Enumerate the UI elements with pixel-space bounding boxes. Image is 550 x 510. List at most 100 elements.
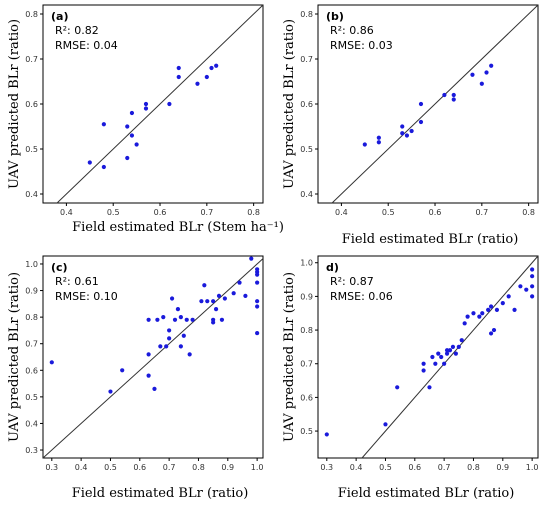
data-point — [524, 287, 529, 292]
data-point — [187, 352, 192, 357]
y-tick-label: 0.8 — [25, 10, 38, 19]
data-point — [494, 307, 500, 312]
x-tick-label: 0.7 — [200, 208, 213, 217]
data-point — [512, 307, 517, 312]
data-point — [146, 373, 151, 378]
data-point — [101, 122, 106, 127]
data-point — [125, 155, 130, 161]
rmse-label: RMSE: 0.10 — [55, 290, 118, 303]
x-tick-label: 0.6 — [429, 208, 442, 217]
data-point — [465, 314, 470, 319]
data-point — [459, 338, 464, 343]
y-tick-label: 0.9 — [300, 292, 313, 301]
data-point — [484, 70, 489, 75]
data-point — [518, 284, 523, 289]
data-point — [184, 317, 189, 322]
y-tick-label: 0.8 — [25, 313, 38, 322]
data-point — [430, 354, 435, 360]
data-point — [530, 284, 535, 289]
data-point — [451, 92, 456, 98]
data-point — [255, 304, 260, 309]
plot-frame — [317, 4, 539, 204]
data-point — [442, 361, 447, 366]
data-point — [129, 133, 135, 138]
data-point — [400, 124, 405, 129]
x-tick-label: 0.8 — [467, 463, 480, 472]
y-tick-label: 0.9 — [25, 287, 38, 296]
data-point — [421, 368, 426, 373]
x-tick-label: 0.9 — [496, 463, 509, 472]
data-point — [450, 344, 456, 349]
y-tick-label: 0.6 — [25, 100, 38, 109]
y-tick-label: 1.0 — [300, 259, 313, 268]
data-point — [409, 128, 414, 134]
data-point — [146, 317, 151, 322]
data-point — [222, 296, 227, 301]
data-point — [489, 63, 494, 68]
data-point — [427, 385, 432, 390]
data-point — [433, 361, 438, 366]
data-point — [216, 293, 222, 298]
data-point — [202, 283, 207, 288]
data-point — [172, 317, 178, 322]
y-tick-label: 0.5 — [300, 427, 313, 436]
data-point — [447, 348, 453, 353]
data-point — [479, 81, 484, 86]
r-squared-label: R²: 0.82 — [55, 24, 99, 37]
r-squared-label: R²: 0.87 — [330, 275, 374, 288]
y-tick-label: 0.8 — [300, 10, 313, 19]
data-point — [530, 294, 535, 299]
data-point — [129, 110, 135, 116]
y-axis-title: UAV predicted BLr (ratio) — [282, 19, 297, 189]
data-point — [376, 135, 381, 140]
data-point — [453, 351, 458, 356]
x-tick-label: 0.6 — [133, 463, 146, 472]
data-point — [249, 256, 254, 261]
rmse-label: RMSE: 0.03 — [330, 39, 393, 52]
panel-label: (c) — [51, 261, 68, 274]
y-tick-label: 1.0 — [25, 260, 38, 269]
rmse-label: RMSE: 0.06 — [330, 290, 393, 303]
data-point — [418, 119, 424, 125]
panel-label: (b) — [326, 10, 344, 23]
data-point — [219, 317, 225, 322]
r-squared-label: R²: 0.86 — [330, 24, 374, 37]
y-tick-label: 0.5 — [25, 145, 38, 154]
data-point — [120, 368, 125, 373]
data-point — [418, 101, 424, 107]
data-point — [87, 160, 92, 165]
data-point — [178, 344, 183, 349]
x-tick-label: 0.7 — [475, 208, 488, 217]
y-tick-label: 0.8 — [300, 326, 313, 335]
data-point — [477, 314, 482, 319]
x-tick-label: 0.5 — [107, 208, 120, 217]
y-tick-label: 0.6 — [300, 393, 313, 402]
panel-label: d) — [326, 261, 339, 274]
data-point — [178, 315, 183, 320]
data-point — [488, 331, 494, 336]
scatter-panel-3: 0.3 0.4 0.5 0.6 0.7 0.8 0.9 1.0 0.3 0.4 0.5 0.6 0.7 0… — [7, 255, 264, 501]
data-point — [143, 101, 149, 107]
x-axis-title: Field estimated BLr (ratio) — [342, 232, 519, 247]
y-tick-label: 0.7 — [25, 340, 38, 349]
scatter-panel-4: 0.3 0.4 0.5 0.6 0.7 0.8 0.9 1.0 0.5 0.6 0.7 0.8 0.9 1… — [282, 255, 539, 501]
data-point — [400, 131, 405, 136]
x-axis-title: Field estimated BLr (Stem ha⁻¹) — [72, 220, 284, 235]
data-point — [255, 330, 260, 336]
x-tick-label: 0.4 — [75, 463, 88, 472]
data-point — [255, 280, 260, 285]
y-axis-title: UAV predicted BLr (ratio) — [7, 272, 22, 442]
y-tick-label: 0.7 — [300, 360, 313, 369]
data-point — [486, 307, 491, 312]
y-tick-label: 0.7 — [25, 55, 38, 64]
data-point — [108, 389, 113, 394]
data-point — [155, 317, 160, 322]
x-tick-label: 0.3 — [45, 463, 58, 472]
data-point — [213, 307, 219, 312]
data-point — [500, 301, 505, 306]
data-point — [146, 352, 151, 357]
data-point — [167, 101, 172, 107]
data-point — [209, 65, 214, 71]
data-point — [211, 317, 216, 322]
data-point — [395, 385, 400, 390]
